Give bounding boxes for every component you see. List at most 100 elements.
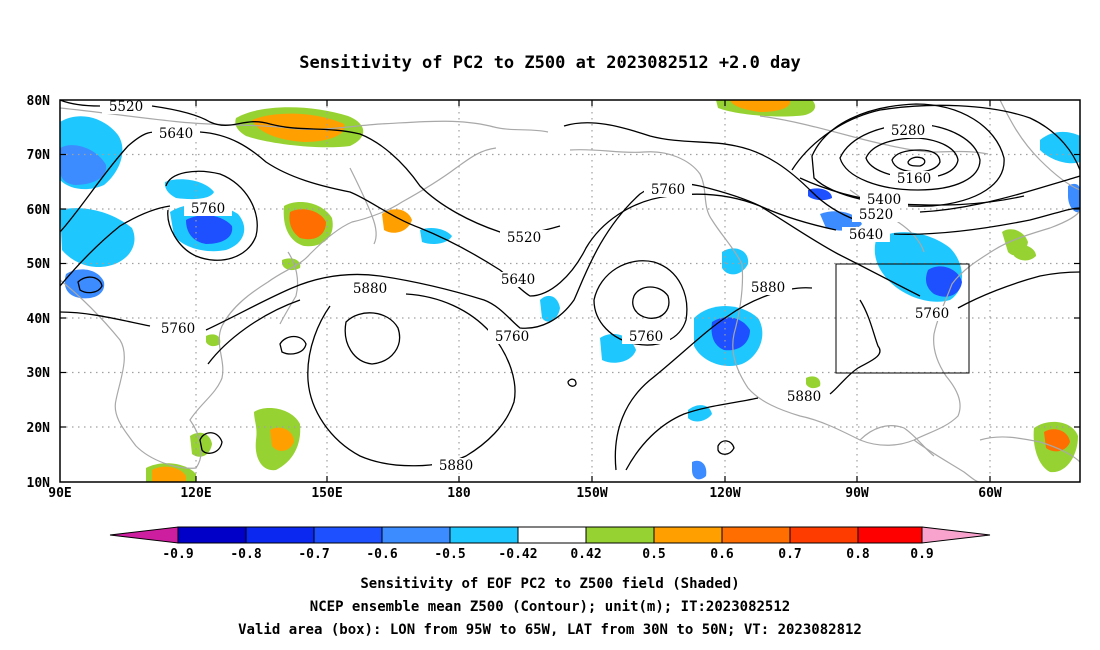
lat-label: 30N bbox=[27, 366, 51, 381]
neg-patch bbox=[186, 215, 233, 244]
positive-sensitivity-areas bbox=[146, 100, 1078, 482]
contour-label: 5280 bbox=[884, 123, 932, 139]
contour-label: 5160 bbox=[890, 171, 938, 187]
pos-patch bbox=[1014, 244, 1036, 261]
coastline-north-america-west bbox=[732, 263, 915, 446]
pos-patch bbox=[270, 427, 294, 451]
svg-text:5880: 5880 bbox=[353, 281, 387, 297]
colorbar-label: -0.9 bbox=[162, 547, 193, 562]
neg-patch bbox=[1040, 131, 1080, 164]
contour-5160-ring-3 bbox=[891, 149, 941, 173]
colorbar-label: 0.5 bbox=[642, 547, 665, 562]
colorbar-labels: -0.9 -0.8 -0.7 -0.6 -0.5 -0.42 0.42 0.5 … bbox=[162, 547, 933, 562]
caption-line-3: Valid area (box): LON from 95W to 65W, L… bbox=[238, 622, 862, 638]
contour-5760-low-inner bbox=[632, 286, 670, 319]
neg-patch bbox=[64, 269, 105, 299]
map-panel: 5520 5640 5760 5760 5880 5880 bbox=[27, 94, 1081, 501]
contour-5880-small-b bbox=[77, 276, 103, 294]
colorbar-segment bbox=[381, 526, 451, 544]
contour-label: 5640 bbox=[152, 126, 200, 142]
colorbar: -0.9 -0.8 -0.7 -0.6 -0.5 -0.42 0.42 0.5 … bbox=[109, 526, 991, 562]
colorbar-label: 0.42 bbox=[570, 547, 601, 562]
contour-5760-east bbox=[957, 271, 1081, 309]
colorbar-label: -0.5 bbox=[434, 547, 465, 562]
lat-label: 20N bbox=[27, 421, 51, 436]
lat-label: 80N bbox=[27, 94, 51, 109]
colorbar-label: 0.6 bbox=[710, 547, 734, 562]
contour-5760-low bbox=[593, 260, 688, 346]
lon-label: 90W bbox=[845, 486, 869, 501]
colorbar-label: 0.7 bbox=[778, 547, 801, 562]
svg-text:5640: 5640 bbox=[849, 227, 883, 243]
colorbar-segments bbox=[177, 526, 923, 544]
contour-label: 5760 bbox=[154, 321, 202, 337]
coastline-south-america bbox=[979, 436, 1081, 463]
coastline-greenland bbox=[999, 99, 1081, 191]
contour-label: 5760 bbox=[644, 182, 692, 198]
contour-5520-west bbox=[59, 99, 561, 235]
pos-patch bbox=[730, 100, 791, 112]
colorbar-label: -0.8 bbox=[230, 547, 261, 562]
neg-patch bbox=[688, 405, 712, 422]
contour-5760-main bbox=[59, 182, 921, 331]
svg-text:5160: 5160 bbox=[897, 171, 931, 187]
lon-label: 60W bbox=[978, 486, 1002, 501]
colorbar-label: -0.42 bbox=[498, 547, 537, 562]
svg-text:5760: 5760 bbox=[629, 329, 663, 345]
contour-5760-kuril bbox=[165, 170, 258, 261]
contour-label: 5760 bbox=[908, 306, 956, 322]
neg-patch bbox=[820, 211, 862, 231]
contour-label: 5520 bbox=[500, 230, 548, 246]
lat-label: 70N bbox=[27, 148, 51, 163]
contour-labels: 5520 5640 5760 5760 5880 5880 bbox=[102, 99, 956, 474]
colorbar-segment bbox=[517, 526, 587, 544]
colorbar-segment bbox=[789, 526, 859, 544]
coastline-asia bbox=[59, 147, 497, 469]
colorbar-left-triangle bbox=[109, 526, 179, 544]
colorbar-segment bbox=[721, 526, 791, 544]
contour-label: 5880 bbox=[346, 281, 394, 297]
caption: Sensitivity of EOF PC2 to Z500 field (Sh… bbox=[238, 576, 862, 638]
lon-label: 150E bbox=[311, 486, 342, 501]
svg-text:5880: 5880 bbox=[787, 389, 821, 405]
valid-area-box bbox=[835, 263, 970, 374]
grid-lines bbox=[60, 100, 1080, 482]
neg-patch bbox=[1068, 183, 1080, 213]
map-frame bbox=[59, 99, 1081, 483]
tick-marks bbox=[60, 100, 1080, 482]
contour-label: 5640 bbox=[494, 272, 542, 288]
contour-5640-west bbox=[59, 131, 671, 297]
contour-5880-small-e bbox=[567, 378, 577, 387]
svg-text:5280: 5280 bbox=[891, 123, 925, 139]
colorbar-segment bbox=[449, 526, 519, 544]
lat-label: 10N bbox=[27, 476, 51, 491]
neg-patch bbox=[926, 266, 962, 297]
pos-patch bbox=[289, 209, 326, 240]
caption-line-2: NCEP ensemble mean Z500 (Contour); unit(… bbox=[310, 599, 790, 615]
contour-label: 5880 bbox=[744, 280, 792, 296]
lon-label: 180 bbox=[447, 486, 471, 501]
lon-label: 120E bbox=[180, 486, 211, 501]
pos-patch bbox=[382, 209, 412, 233]
contour-5880-small-loop bbox=[344, 312, 401, 365]
colorbar-label: 0.9 bbox=[910, 547, 933, 562]
svg-text:5520: 5520 bbox=[859, 207, 893, 223]
contour-label: 5520 bbox=[852, 207, 900, 223]
pos-patch bbox=[206, 334, 221, 347]
contour-5880-small-a bbox=[279, 335, 307, 355]
colorbar-segment bbox=[313, 526, 383, 544]
lat-label: 40N bbox=[27, 312, 51, 327]
pos-patch bbox=[806, 376, 821, 389]
coastline-central-america bbox=[913, 439, 981, 483]
figure-title: Sensitivity of PC2 to Z500 at 2023082512… bbox=[299, 53, 801, 73]
lat-label: 60N bbox=[27, 203, 51, 218]
contour-label: 5400 bbox=[860, 192, 908, 208]
lon-label: 90E bbox=[48, 486, 71, 501]
svg-text:5760: 5760 bbox=[915, 306, 949, 322]
colorbar-segment bbox=[653, 526, 723, 544]
colorbar-label: -0.7 bbox=[298, 547, 329, 562]
svg-text:5760: 5760 bbox=[191, 201, 225, 217]
coastline-alaska bbox=[569, 149, 743, 265]
contour-label: 5640 bbox=[842, 227, 890, 243]
lon-label: 120W bbox=[709, 486, 740, 501]
